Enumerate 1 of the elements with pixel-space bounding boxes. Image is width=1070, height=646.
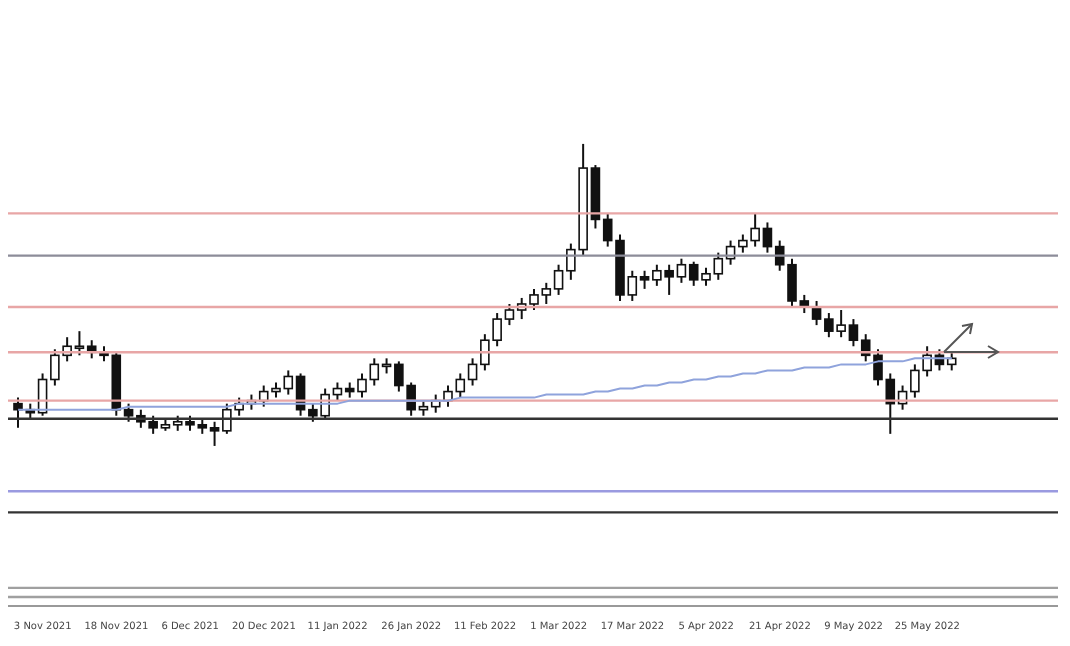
candlestick [13, 396, 23, 429]
